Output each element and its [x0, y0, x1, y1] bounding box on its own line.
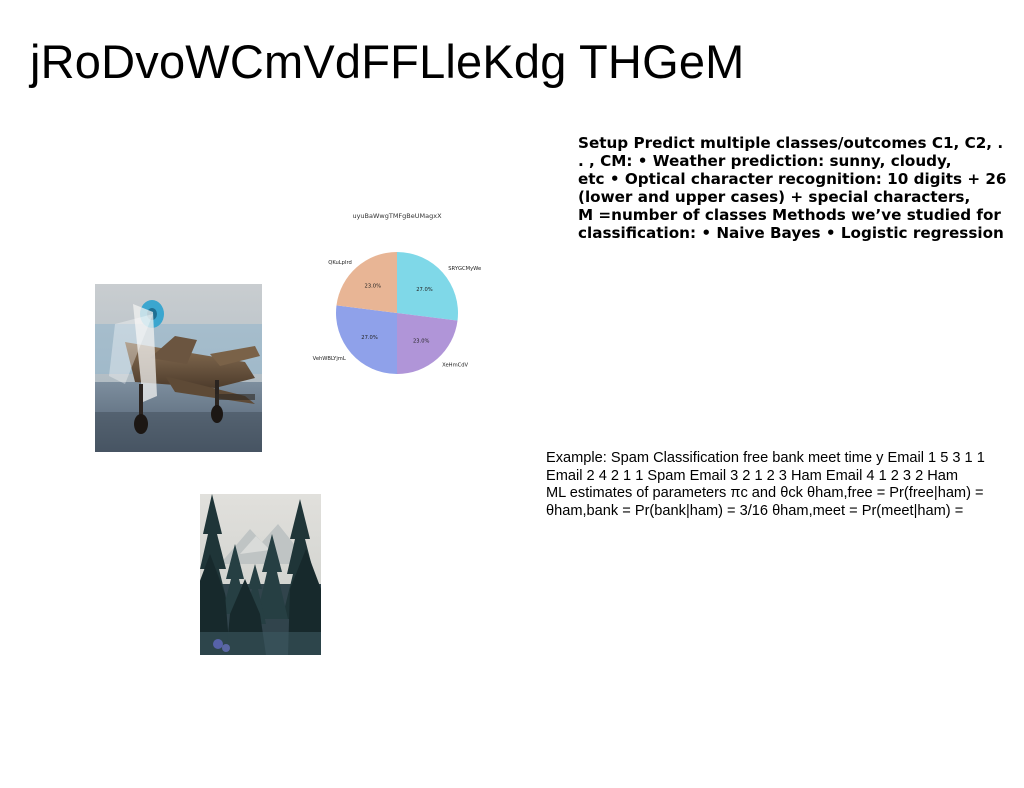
pie-title: uyuBaWwgTMFgBeUMagxX	[352, 212, 442, 220]
example-text-line: θham,bank = Pr(bank|ham) = 3/16 θham,mee…	[546, 502, 964, 519]
setup-text-block: Setup Predict multiple classes/outcomes …	[578, 134, 1024, 242]
pie-slice	[397, 313, 458, 374]
pie-category-label: XeHmCdV	[442, 362, 468, 368]
pie-labels: 27.0% SRYGCMyWe 23.0% XeHmCdV 27.0% VehWBLYjm…	[313, 260, 482, 369]
setup-text-line: M =number of classes Methods we’ve studi…	[578, 206, 1001, 224]
setup-text-line: . , CM: • Weather prediction: sunny, clo…	[578, 152, 952, 170]
forest-photo	[200, 494, 321, 655]
pie-slice	[336, 252, 397, 313]
setup-text-line: Setup Predict multiple classes/outcomes …	[578, 134, 1004, 152]
pie-category-label: SRYGCMyWe	[448, 266, 481, 272]
example-text-line: ML estimates of parameters πc and θck θh…	[546, 485, 984, 502]
pie-slice	[335, 305, 397, 374]
setup-text-line: (lower and upper cases) + special charac…	[578, 188, 971, 206]
pie-category-label: VehWBLYjmL	[313, 356, 346, 362]
pie-category-label: QKuLpIrd	[328, 260, 352, 266]
pie-chart: uyuBaWwgTMFgBeUMagxX 27.0% SRYGCMyWe 23.0%…	[313, 212, 482, 374]
example-text-line: Email 2 4 2 1 1 Spam Email 3 2 1 2 3 Ham…	[546, 467, 959, 484]
pie-percent-label: 23.0%	[413, 338, 430, 344]
airplane-photo	[95, 284, 262, 452]
example-text-line: Example: Spam Classification free bank m…	[546, 450, 985, 466]
example-text-block: Example: Spam Classification free bank m…	[546, 450, 1022, 520]
pie-percent-label: 27.0%	[361, 335, 378, 341]
setup-text-line: etc • Optical character recognition: 10 …	[578, 170, 1007, 188]
pie-percent-label: 27.0%	[416, 287, 433, 293]
pie-slices	[335, 252, 459, 374]
slide-title: jRoDvoWCmVdFFLleKdg THGeM	[30, 35, 745, 88]
setup-text-line: classification: • Naive Bayes • Logistic…	[578, 224, 1004, 242]
pie-percent-label: 23.0%	[365, 284, 382, 290]
pie-slice	[397, 252, 459, 321]
